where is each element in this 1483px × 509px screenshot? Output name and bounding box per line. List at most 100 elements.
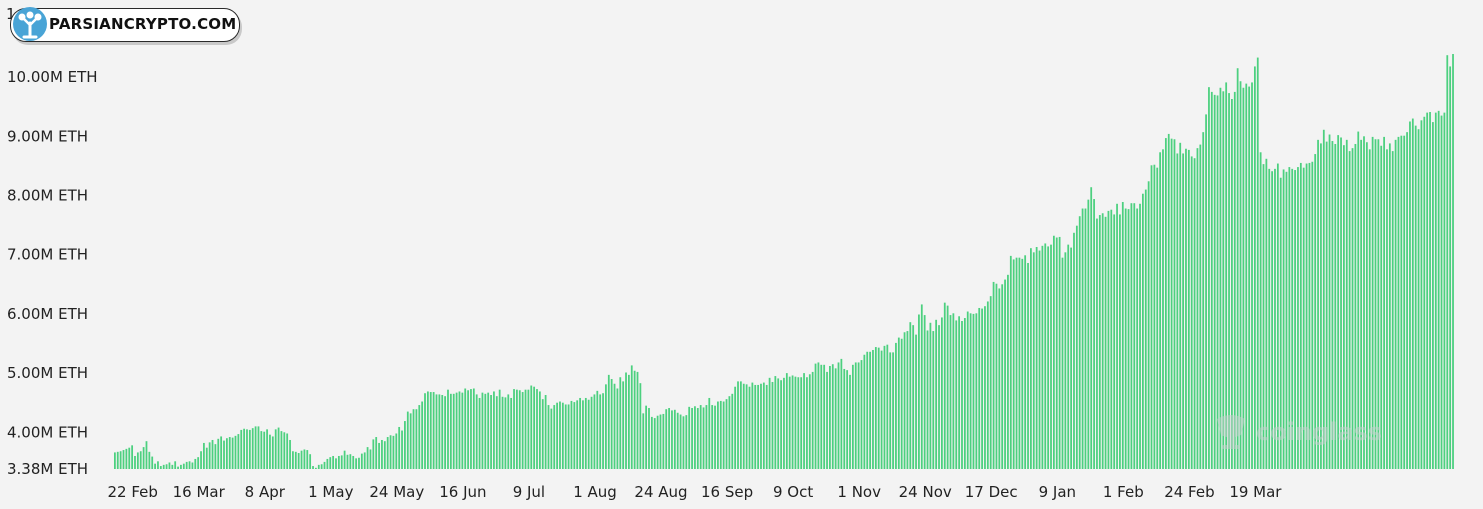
bar: [1216, 95, 1219, 469]
bar: [906, 331, 909, 469]
bar: [587, 399, 590, 469]
bar: [1406, 132, 1408, 469]
bar: [1107, 210, 1110, 469]
bar: [895, 342, 897, 469]
bar: [717, 401, 719, 469]
bar: [1004, 279, 1006, 469]
bar: [771, 381, 774, 469]
bar: [785, 373, 788, 469]
bar: [134, 455, 136, 469]
bar: [424, 393, 426, 469]
bar: [986, 301, 989, 469]
bar: [375, 437, 378, 469]
bar: [412, 409, 415, 469]
bar: [277, 427, 280, 469]
bar: [323, 461, 326, 469]
bar: [536, 389, 538, 469]
bar: [429, 392, 432, 469]
bar: [1440, 115, 1443, 469]
coinglass-watermark: coinglass: [1214, 413, 1382, 451]
bar: [352, 455, 355, 469]
bar: [702, 407, 705, 469]
bar: [869, 351, 871, 469]
bar: [561, 402, 564, 469]
bar: [803, 373, 805, 469]
bar: [722, 401, 725, 469]
bar: [892, 352, 894, 469]
x-tick-label: 24 Aug: [634, 483, 687, 501]
bar: [1213, 94, 1216, 470]
bar: [1377, 139, 1380, 469]
bar: [1190, 156, 1193, 470]
bar: [332, 455, 335, 469]
bar: [263, 431, 266, 469]
bar: [854, 362, 857, 469]
bar: [484, 393, 487, 469]
bar: [1285, 171, 1288, 469]
bar: [1096, 218, 1098, 469]
bar: [602, 393, 604, 469]
bar: [444, 396, 446, 469]
bar: [1233, 91, 1236, 470]
bar: [504, 397, 507, 469]
bar: [915, 334, 917, 469]
bar: [1159, 152, 1162, 469]
bar: [1268, 168, 1271, 470]
bar: [251, 428, 254, 469]
bar: [886, 344, 889, 469]
bar: [441, 395, 444, 469]
bar: [607, 374, 610, 469]
bar: [266, 429, 268, 469]
bar: [171, 464, 174, 469]
bar: [553, 405, 556, 469]
bar: [734, 386, 737, 469]
bar: [559, 401, 561, 469]
bar: [1007, 274, 1009, 469]
bar: [1110, 209, 1113, 469]
bar: [326, 458, 329, 469]
bar: [1452, 54, 1454, 469]
bar: [1394, 139, 1397, 469]
bar: [180, 464, 182, 469]
bar: [860, 360, 863, 469]
bar: [389, 435, 392, 469]
bar: [708, 397, 711, 469]
bar: [682, 416, 685, 469]
bar: [843, 368, 846, 469]
bar: [1239, 81, 1242, 470]
bar: [918, 314, 920, 469]
bar: [1009, 255, 1012, 469]
bar: [1334, 143, 1337, 470]
bar: [840, 358, 843, 469]
bar: [527, 389, 530, 469]
bar: [309, 454, 312, 469]
bar: [550, 408, 553, 469]
bar: [1185, 148, 1187, 470]
bar: [237, 434, 240, 469]
bar: [1164, 138, 1167, 469]
source-badge[interactable]: PARSIANCRYPTO.COM: [10, 7, 240, 42]
bar: [1279, 177, 1282, 470]
bar: [1070, 247, 1072, 469]
bar: [1127, 209, 1130, 470]
bar: [1443, 112, 1446, 470]
bar: [1130, 203, 1133, 469]
bar: [1139, 203, 1141, 469]
bar: [1354, 143, 1357, 470]
bar: [280, 431, 283, 469]
bar: [317, 464, 320, 469]
bar: [475, 394, 478, 469]
bar: [817, 362, 820, 469]
bar: [329, 457, 332, 469]
bar: [1187, 149, 1190, 469]
bar: [148, 451, 151, 469]
bar: [220, 436, 223, 469]
bar: [642, 413, 645, 469]
bar: [1012, 259, 1015, 469]
bar: [748, 386, 751, 469]
bar: [355, 458, 357, 469]
bar: [286, 433, 289, 469]
bar: [254, 426, 257, 469]
bar: [191, 462, 194, 469]
